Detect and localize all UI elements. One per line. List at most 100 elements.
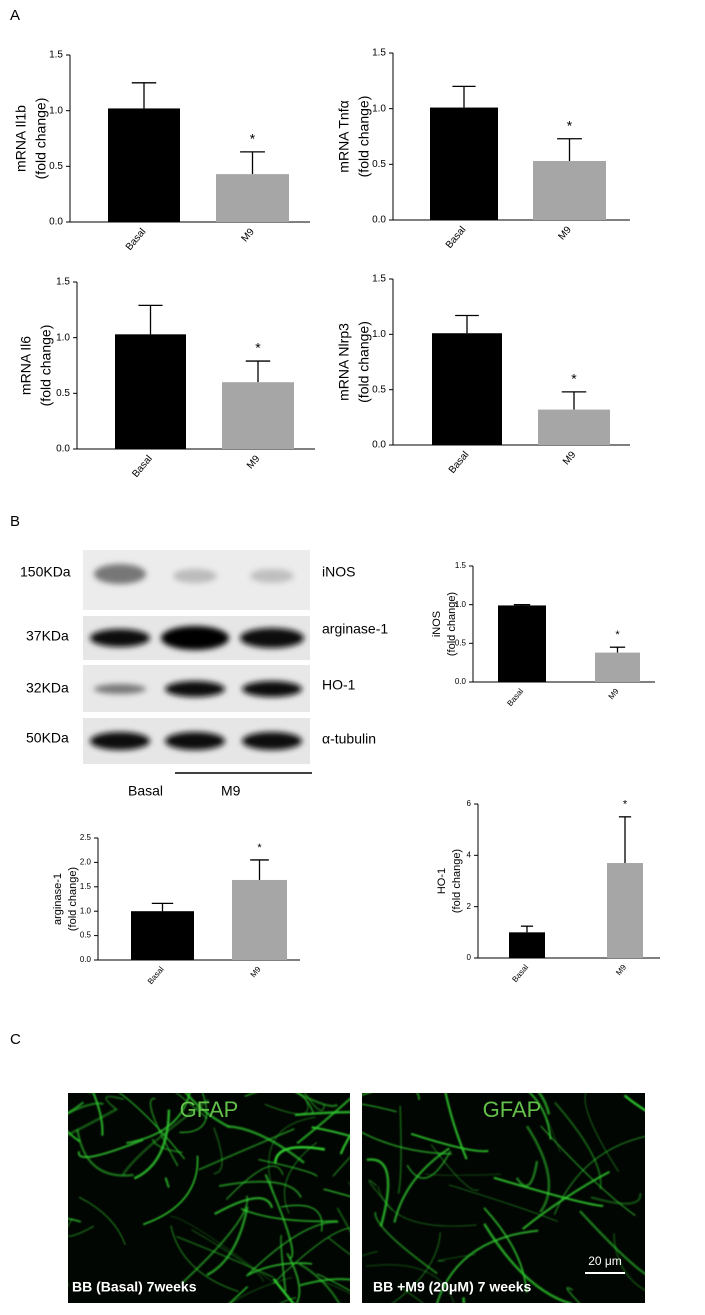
y-tick-label: 1.0 <box>80 906 92 915</box>
significance-mark: * <box>567 117 573 133</box>
filament <box>299 1278 350 1287</box>
bar <box>498 605 546 682</box>
filament <box>362 1093 420 1100</box>
filament <box>374 1212 438 1275</box>
error-bar <box>609 646 626 653</box>
filament <box>377 1186 477 1227</box>
band <box>250 569 294 583</box>
protein-label: iNOS <box>322 564 355 580</box>
y-tick-label: 0.0 <box>49 217 63 228</box>
bar <box>607 863 643 958</box>
filament <box>362 1251 378 1257</box>
mw-label: 150KDa <box>20 564 71 580</box>
error-bar <box>131 82 157 109</box>
filament <box>175 1093 208 1119</box>
filaments <box>362 1093 645 1303</box>
filament <box>590 1192 642 1205</box>
band <box>173 569 217 583</box>
error-bar <box>618 816 632 864</box>
filament <box>368 1179 394 1211</box>
y-axis-label: (fold change) <box>38 325 54 407</box>
filament <box>365 1264 455 1303</box>
filament <box>272 1227 350 1284</box>
band <box>242 732 302 750</box>
filament <box>286 1252 301 1303</box>
filament <box>213 1127 223 1175</box>
bar <box>216 174 289 222</box>
filament <box>76 1129 134 1177</box>
x-tick-label: M9 <box>561 449 579 467</box>
y-axis-label: (fold change) <box>356 321 372 403</box>
filament <box>327 1237 350 1256</box>
y-tick-label: 0 <box>467 953 472 962</box>
bar <box>108 108 180 222</box>
error-bar <box>151 902 174 912</box>
error-bar <box>561 391 587 410</box>
filaments <box>68 1093 350 1303</box>
y-tick-label: 1.0 <box>455 600 467 609</box>
error-bar <box>520 925 534 933</box>
filament <box>218 1180 302 1198</box>
x-tick-label: Basal <box>505 687 525 708</box>
y-axis-label: HO-1 <box>436 868 448 894</box>
filament <box>214 1197 274 1216</box>
y-axis-label: (fold change) <box>451 849 463 913</box>
band <box>161 626 229 650</box>
y-axis-label: mRNA Il1b <box>13 105 29 172</box>
x-tick-label: M9 <box>556 224 574 242</box>
band <box>90 629 150 647</box>
y-axis-label: mRNA Tnfα <box>336 100 352 172</box>
filament <box>392 1232 441 1303</box>
y-axis-label: arginase-1 <box>52 873 64 925</box>
filament <box>584 1093 619 1172</box>
filament <box>436 1229 539 1303</box>
filament <box>268 1116 316 1194</box>
filament <box>332 1156 350 1177</box>
band <box>165 732 225 750</box>
filament <box>483 1207 528 1293</box>
filament <box>579 1210 645 1276</box>
filament <box>537 1093 551 1115</box>
y-tick-label: 1.0 <box>372 329 386 340</box>
filament <box>68 1101 85 1115</box>
significance-mark: * <box>250 131 256 147</box>
filament <box>317 1279 350 1294</box>
bar <box>533 160 606 220</box>
y-axis-label: (fold change) <box>446 592 458 656</box>
y-tick-label: 0.0 <box>372 440 386 451</box>
y-axis-label: (fold change) <box>356 96 372 178</box>
filament <box>311 1126 350 1138</box>
stain-label: GFAP <box>483 1097 542 1122</box>
y-tick-label: 1.5 <box>455 561 467 570</box>
filament <box>228 1286 249 1303</box>
filament <box>424 1173 501 1176</box>
filament <box>198 1128 295 1171</box>
y-tick-label: 2.5 <box>80 833 92 842</box>
filament <box>272 1277 295 1303</box>
x-tick-label: M9 <box>239 226 257 244</box>
image-caption: BB (Basal) 7weeks <box>72 1279 197 1295</box>
filament <box>151 1138 183 1154</box>
filament <box>397 1105 402 1194</box>
filament <box>105 1095 125 1111</box>
lane-label: Basal <box>128 783 163 799</box>
protein-label: arginase-1 <box>322 621 388 637</box>
y-axis-label: mRNA Nlrp3 <box>336 323 352 401</box>
error-bar <box>557 138 582 161</box>
filament <box>339 1134 350 1155</box>
filament <box>298 1262 341 1303</box>
filament <box>118 1093 186 1160</box>
filament <box>437 1254 476 1262</box>
x-tick-label: Basal <box>146 965 166 986</box>
filament <box>525 1125 551 1213</box>
filament <box>68 1108 117 1137</box>
filament <box>179 1093 208 1134</box>
y-tick-label: 0.0 <box>372 215 386 226</box>
filament <box>92 1093 104 1136</box>
filament <box>247 1262 313 1276</box>
filament <box>240 1208 338 1223</box>
bar <box>232 879 287 960</box>
filament <box>294 1110 350 1117</box>
filament <box>448 1184 558 1222</box>
